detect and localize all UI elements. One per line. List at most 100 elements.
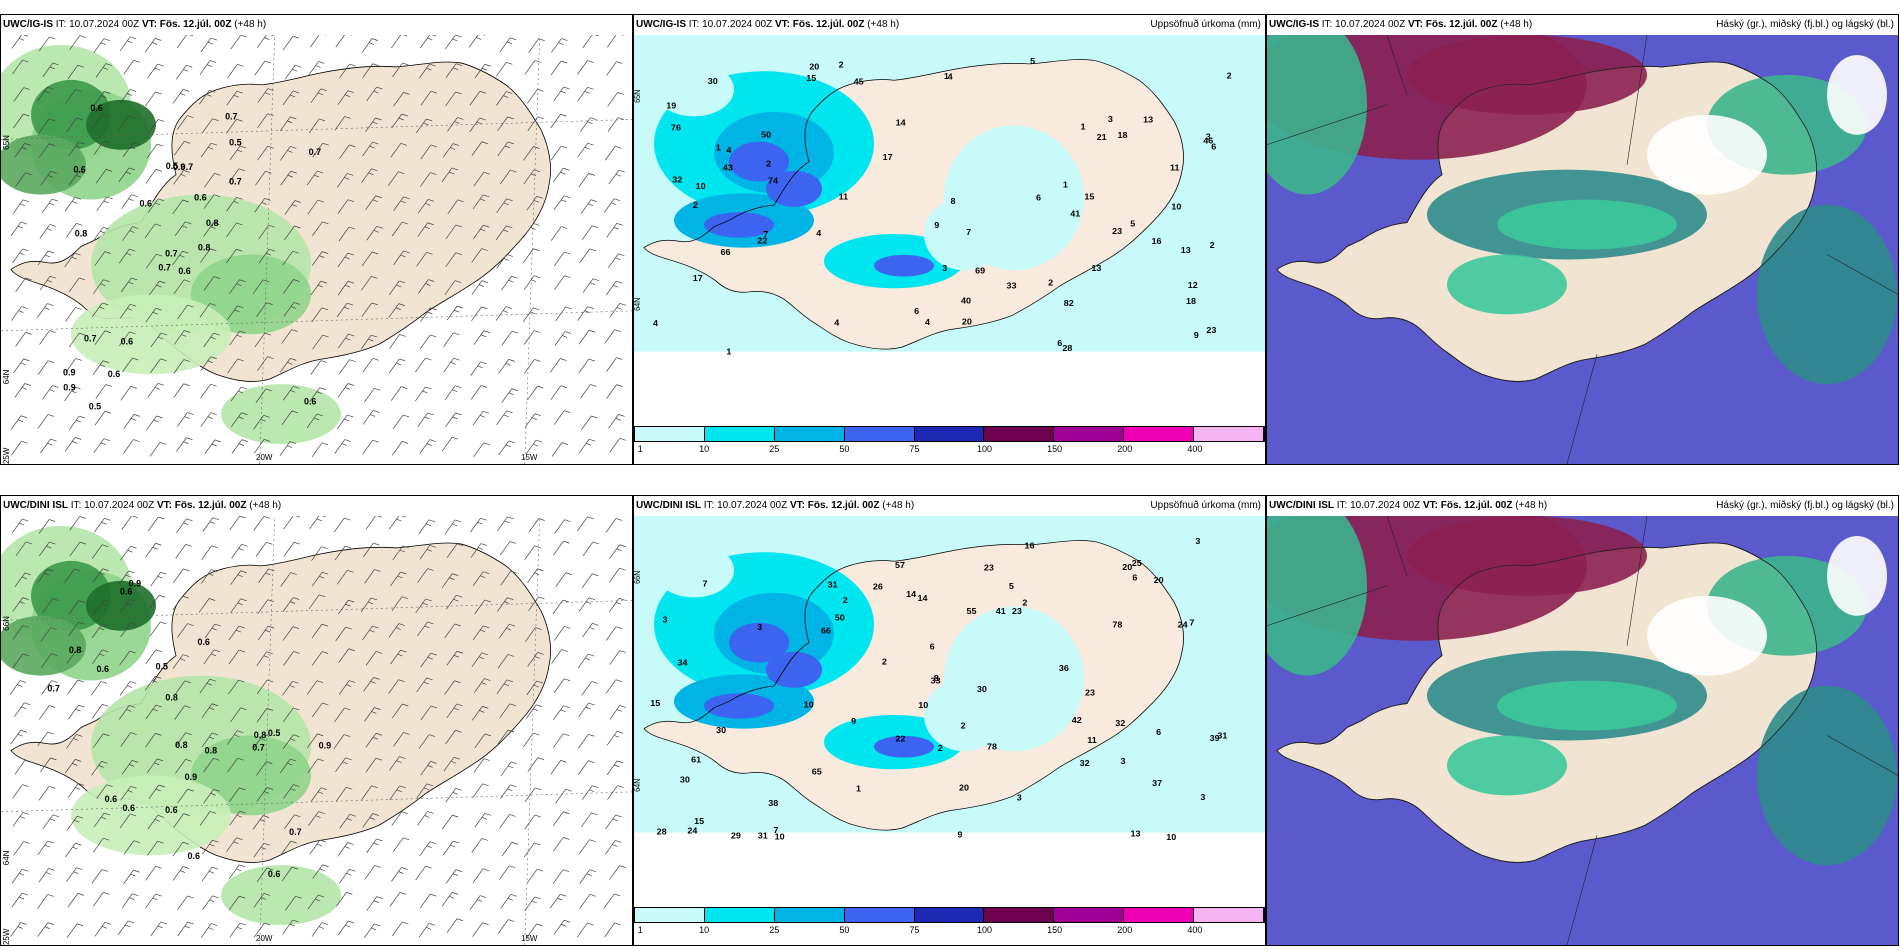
precip-value-label: 23: [984, 563, 994, 572]
wind-barb: [445, 224, 462, 240]
precip-value-label: 20: [1122, 563, 1132, 572]
wind-barb: [551, 38, 568, 53]
projection-line: [1826, 735, 1898, 776]
wind-barb: [337, 252, 354, 268]
precip-value-label: 19: [666, 101, 676, 110]
precip-value-label: 0.7: [84, 334, 96, 344]
wind-barb: [392, 545, 409, 561]
wind-barb: [280, 146, 297, 161]
legend-label: 25: [769, 925, 780, 935]
precip-value-label: 29: [731, 831, 741, 840]
legend-label: 50: [839, 925, 850, 935]
wind-barb: [339, 63, 356, 79]
wind-barb: [524, 896, 541, 912]
wind-barb: [335, 757, 352, 773]
legend-swatch: [1194, 427, 1265, 441]
wind-barb: [306, 170, 324, 186]
wind-barb: [231, 543, 248, 559]
wind-barb: [577, 922, 594, 938]
precip-value-label: 10: [1166, 833, 1176, 842]
precip-value-label: 9: [934, 220, 939, 229]
wind-barb: [418, 279, 435, 294]
wind-barb: [307, 199, 324, 215]
wind-barb: [201, 866, 219, 882]
wind-barb: [64, 196, 82, 212]
wind-barb: [176, 437, 193, 452]
wind-barb: [581, 785, 599, 800]
precip-value-label: 4: [653, 319, 658, 328]
precip-value-label: 2: [693, 200, 698, 209]
wind-barb: [67, 893, 84, 908]
wind-barb: [339, 813, 356, 829]
wind-barb: [551, 442, 569, 457]
wind-barb: [608, 169, 625, 185]
wind-barb: [415, 865, 432, 881]
wind-barb: [498, 359, 515, 374]
wind-barb: [226, 248, 243, 264]
wind-barb: [553, 678, 571, 693]
wind-barb: [501, 841, 519, 857]
wind-barb: [362, 813, 379, 828]
wind-barb: [523, 169, 541, 185]
cloud-area: [1647, 595, 1767, 676]
precip-value-label: 0.6: [194, 192, 206, 202]
wind-barb: [364, 707, 381, 722]
wind-barb: [254, 332, 271, 348]
wind-barb: [92, 360, 110, 375]
wind-barb: [500, 169, 517, 185]
wind-barb: [312, 702, 329, 718]
legend-swatch: [774, 427, 845, 441]
panel-title: UWC/IG-IS IT: 10.07.2024 00Z VT: Fös. 12…: [1269, 19, 1532, 30]
wind-barb: [365, 732, 383, 748]
wind-barb: [148, 516, 165, 532]
precip-value-label: 41: [996, 607, 1006, 616]
wind-barb: [604, 329, 621, 344]
projection-line: [1267, 104, 1388, 146]
wind-barb: [337, 569, 354, 585]
wind-barb: [95, 169, 113, 184]
wind-barb: [283, 302, 301, 317]
wind-barb: [580, 199, 598, 214]
wind-barb: [337, 920, 355, 936]
wind-barb: [339, 359, 356, 374]
wind-barb: [418, 734, 436, 749]
wind-barb: [230, 35, 247, 50]
wind-barb: [470, 361, 487, 376]
model-name: UWC/DINI ISL: [1269, 500, 1334, 511]
precip-value-label: 2: [1022, 598, 1027, 607]
wind-barb: [282, 90, 300, 106]
wind-barb: [280, 840, 297, 856]
lat-gridline: [1, 119, 632, 140]
wind-barb: [198, 598, 216, 613]
precip-value-label: 0.7: [47, 684, 59, 694]
precip-value-label: 5: [1009, 581, 1014, 590]
wind-barb: [229, 922, 247, 938]
wind-barb: [444, 385, 462, 400]
lat-tick-label: 64N: [634, 779, 642, 792]
field-title: Uppsöfnuð úrkoma (mm): [1150, 19, 1261, 30]
wind-barb: [365, 195, 382, 210]
wind-barb: [420, 705, 438, 721]
wind-barb: [472, 783, 489, 799]
wind-barb: [312, 334, 329, 350]
wind-barb: [173, 568, 190, 584]
model-name: UWC/DINI ISL: [636, 500, 701, 511]
precip-value-label: 30: [680, 775, 690, 784]
precip-value-label: 0.6: [90, 103, 102, 113]
legend-swatch: [844, 908, 915, 922]
precip-value-label: 1: [944, 72, 949, 81]
wind-barb: [123, 414, 141, 429]
wind-barb: [445, 412, 462, 428]
wind-barb: [528, 596, 545, 612]
wind-barb: [526, 923, 543, 939]
precip-value-label: 0.7: [229, 177, 241, 187]
wind-barb: [283, 651, 300, 666]
wind-barb: [391, 441, 409, 456]
wind-barb: [203, 222, 220, 237]
wind-barb: [577, 86, 594, 102]
precip-value-label: 14: [896, 118, 906, 127]
wind-barb: [257, 356, 274, 371]
precip-value-label: 12: [1188, 280, 1198, 289]
wind-barb: [253, 734, 270, 749]
precip-value-label: 15: [650, 698, 660, 707]
